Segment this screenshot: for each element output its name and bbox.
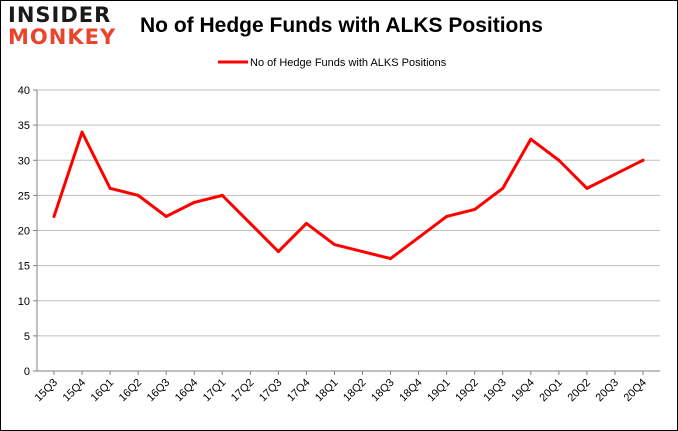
y-tick-label: 10 [18, 296, 30, 308]
data-point-17Q3 [276, 250, 280, 254]
data-point-16Q2 [136, 193, 140, 197]
y-tick-label: 0 [24, 366, 30, 378]
chart-title: No of Hedge Funds with ALKS Positions [140, 14, 543, 37]
x-tick-label: 16Q3 [145, 377, 173, 405]
y-tick-label: 30 [18, 155, 30, 167]
y-tick-label: 20 [18, 226, 30, 238]
x-tick-label: 18Q1 [313, 377, 341, 405]
data-point-20Q2 [585, 186, 589, 190]
data-point-20Q4 [641, 158, 645, 162]
grid-layer [37, 89, 660, 372]
data-point-19Q2 [473, 207, 477, 211]
legend-label: No of Hedge Funds with ALKS Positions [250, 57, 447, 69]
data-point-20Q3 [613, 172, 617, 176]
data-point-17Q4 [304, 221, 308, 225]
x-tick-label: 20Q1 [537, 377, 565, 405]
logo-line-1: INSIDER [8, 3, 112, 27]
data-point-18Q1 [332, 243, 336, 247]
x-tick-label: 17Q1 [201, 377, 229, 405]
legend: No of Hedge Funds with ALKS Positions [218, 57, 447, 69]
series-layer [52, 130, 645, 261]
data-point-15Q4 [80, 130, 84, 134]
data-point-18Q3 [389, 257, 393, 261]
data-point-19Q4 [529, 137, 533, 141]
y-tick-label: 15 [18, 261, 30, 273]
data-point-19Q3 [501, 186, 505, 190]
x-tick-label: 18Q3 [369, 377, 397, 405]
insider-monkey-logo: INSIDER MONKEY [8, 5, 126, 48]
y-tick-label: 35 [18, 120, 30, 132]
x-tick-label: 19Q3 [481, 377, 509, 405]
x-tick-label: 20Q3 [594, 377, 622, 405]
x-tick-label: 16Q2 [117, 377, 145, 405]
series-line [52, 130, 645, 261]
x-tick-label: 16Q1 [89, 377, 117, 405]
data-point-18Q2 [361, 250, 365, 254]
x-tick-label: 19Q4 [509, 377, 537, 405]
x-tick-label: 17Q3 [257, 377, 285, 405]
data-point-17Q2 [248, 221, 252, 225]
x-tick-label: 15Q3 [33, 377, 61, 405]
data-point-16Q3 [164, 214, 168, 218]
y-tick-label: 5 [24, 331, 30, 343]
x-tick-label: 20Q4 [622, 377, 650, 405]
data-point-20Q1 [557, 158, 561, 162]
y-tick-label: 25 [18, 190, 30, 202]
x-tick-label: 18Q4 [397, 377, 425, 405]
data-point-19Q1 [445, 214, 449, 218]
x-tick-label: 16Q4 [173, 377, 201, 405]
x-tick-label: 19Q2 [453, 377, 481, 405]
data-point-17Q1 [220, 193, 224, 197]
x-tick-label: 15Q4 [61, 377, 89, 405]
data-point-16Q1 [108, 186, 112, 190]
data-point-15Q3 [52, 214, 56, 218]
y-tick-label: 40 [18, 85, 30, 97]
x-tick-label: 17Q2 [229, 377, 257, 405]
x-tick-label: 20Q2 [566, 377, 594, 405]
x-tick-label: 18Q2 [341, 377, 369, 405]
data-point-18Q4 [417, 236, 421, 240]
x-tick-label: 19Q1 [425, 377, 453, 405]
logo-line-2: MONKEY [8, 25, 117, 49]
x-tick-label: 17Q4 [285, 377, 313, 405]
data-point-16Q4 [192, 200, 196, 204]
